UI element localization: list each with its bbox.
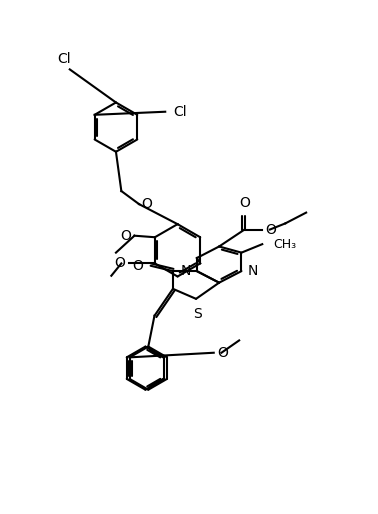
Text: O: O: [239, 195, 250, 210]
Text: CH₃: CH₃: [273, 237, 296, 251]
Text: O: O: [141, 197, 152, 211]
Text: S: S: [193, 306, 202, 321]
Text: Cl: Cl: [173, 105, 187, 119]
Text: O: O: [114, 256, 125, 270]
Text: O: O: [121, 229, 132, 243]
Text: Cl: Cl: [57, 51, 70, 65]
Text: O: O: [217, 346, 228, 360]
Text: N: N: [248, 264, 258, 278]
Text: O: O: [265, 223, 276, 236]
Text: N: N: [180, 264, 191, 278]
Text: O: O: [132, 259, 143, 273]
